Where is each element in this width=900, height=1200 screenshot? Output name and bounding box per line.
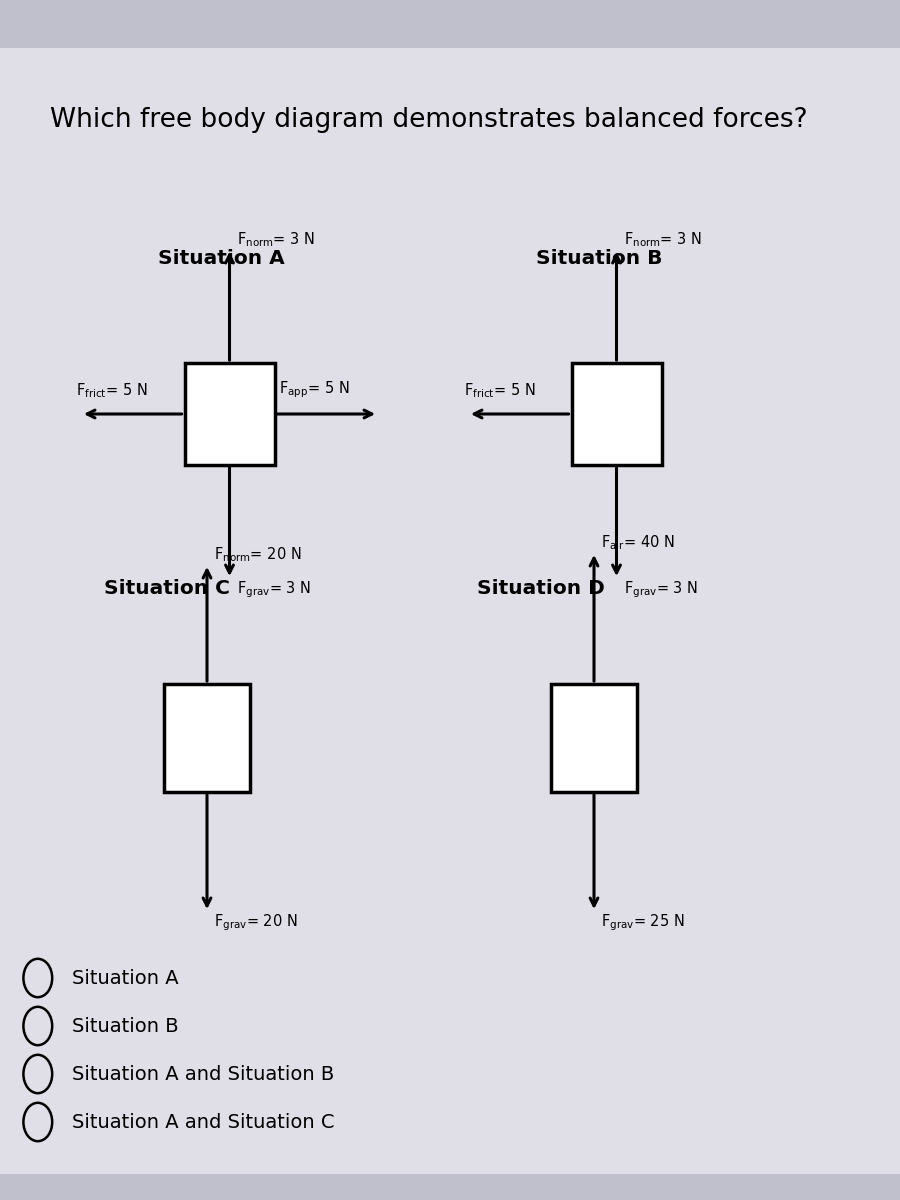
Text: $\mathsf{F}_{\mathsf{grav}}$= 3 N: $\mathsf{F}_{\mathsf{grav}}$= 3 N: [237, 578, 311, 600]
Text: $\mathsf{F}_{\mathsf{grav}}$= 20 N: $\mathsf{F}_{\mathsf{grav}}$= 20 N: [214, 912, 298, 932]
Text: Situation D: Situation D: [477, 578, 605, 598]
Text: Situation A and Situation B: Situation A and Situation B: [72, 1064, 334, 1084]
Text: Situation C: Situation C: [104, 578, 230, 598]
Text: $\mathsf{F}_{\mathsf{grav}}$= 25 N: $\mathsf{F}_{\mathsf{grav}}$= 25 N: [601, 912, 685, 932]
Bar: [572, 362, 662, 464]
Bar: [164, 684, 249, 792]
Text: Situation A and Situation C: Situation A and Situation C: [72, 1112, 335, 1132]
Text: Situation B: Situation B: [536, 248, 662, 268]
Text: Situation B: Situation B: [72, 1016, 178, 1036]
Text: $\mathsf{F}_{\mathsf{norm}}$= 20 N: $\mathsf{F}_{\mathsf{norm}}$= 20 N: [214, 545, 302, 564]
Text: Which free body diagram demonstrates balanced forces?: Which free body diagram demonstrates bal…: [50, 107, 807, 133]
Text: Situation A: Situation A: [72, 968, 178, 988]
Text: $\mathsf{F}_{\mathsf{air}}$= 40 N: $\mathsf{F}_{\mathsf{air}}$= 40 N: [601, 533, 675, 552]
Bar: [551, 684, 637, 792]
Text: $\mathsf{F}_{\mathsf{norm}}$= 3 N: $\mathsf{F}_{\mathsf{norm}}$= 3 N: [624, 230, 702, 248]
Bar: [184, 362, 274, 464]
Text: Situation A: Situation A: [158, 248, 284, 268]
Bar: [0, 0, 900, 48]
Text: $\mathsf{F}_{\mathsf{grav}}$= 3 N: $\mathsf{F}_{\mathsf{grav}}$= 3 N: [624, 578, 698, 600]
Bar: [0, 1174, 900, 1200]
Text: $\mathsf{F}_{\mathsf{frict}}$= 5 N: $\mathsf{F}_{\mathsf{frict}}$= 5 N: [464, 380, 536, 400]
Text: $\mathsf{F}_{\mathsf{app}}$= 5 N: $\mathsf{F}_{\mathsf{app}}$= 5 N: [279, 379, 349, 400]
Text: $\mathsf{F}_{\mathsf{norm}}$= 3 N: $\mathsf{F}_{\mathsf{norm}}$= 3 N: [237, 230, 315, 248]
Text: $\mathsf{F}_{\mathsf{frict}}$= 5 N: $\mathsf{F}_{\mathsf{frict}}$= 5 N: [76, 380, 148, 400]
